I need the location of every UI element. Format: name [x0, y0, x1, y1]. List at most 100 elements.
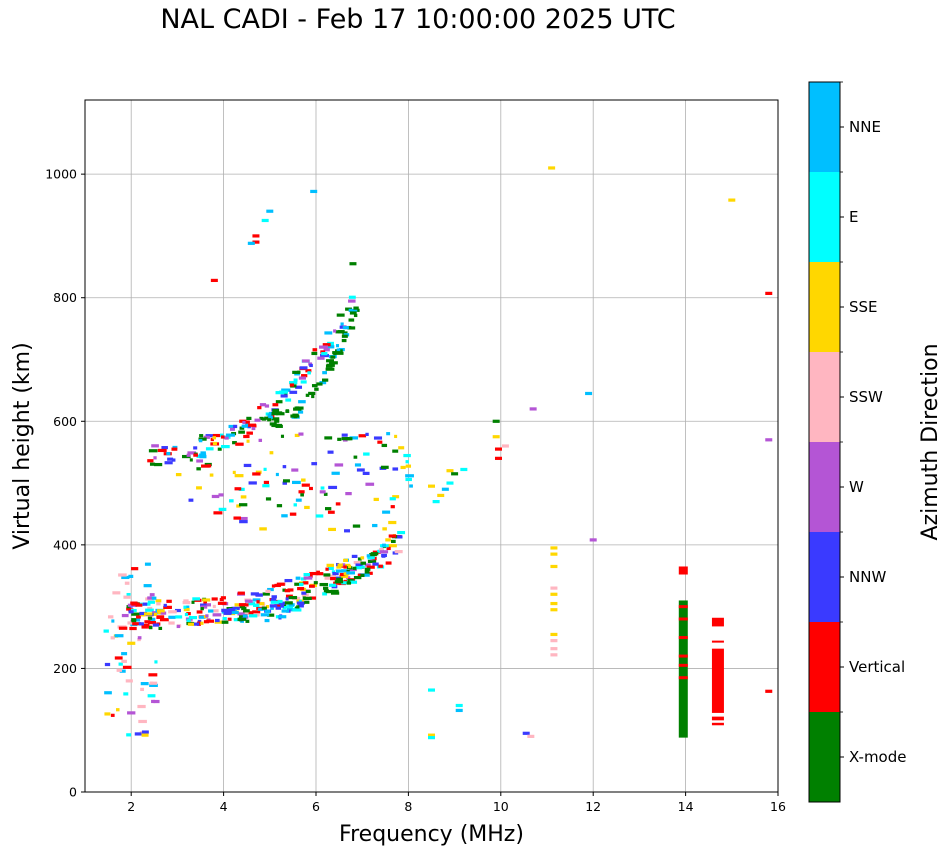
data-point	[298, 490, 305, 494]
data-point	[548, 166, 556, 170]
data-point	[389, 497, 396, 501]
data-point	[337, 563, 343, 567]
data-point	[455, 703, 463, 708]
data-point	[281, 514, 288, 518]
data-point	[336, 344, 340, 348]
data-point	[205, 614, 209, 618]
data-point	[264, 609, 271, 613]
data-point	[118, 662, 123, 666]
data-point	[156, 615, 164, 619]
data-point	[307, 371, 311, 375]
data-point	[153, 699, 160, 704]
data-point	[299, 582, 304, 587]
data-point	[349, 262, 357, 266]
data-point	[355, 308, 360, 312]
data-point	[252, 472, 261, 476]
data-point	[270, 606, 274, 610]
data-point	[298, 376, 307, 380]
data-point	[276, 504, 283, 508]
data-point	[325, 367, 335, 371]
data-point	[275, 412, 285, 416]
data-point	[373, 436, 383, 440]
data-point	[257, 406, 262, 410]
data-point	[292, 370, 300, 374]
data-point	[379, 548, 384, 552]
data-point	[136, 615, 141, 619]
data-point	[186, 605, 190, 609]
data-point	[134, 732, 142, 736]
data-point	[198, 615, 206, 619]
data-point	[271, 595, 277, 599]
data-point	[200, 607, 204, 611]
data-point	[269, 604, 278, 608]
data-point	[382, 510, 391, 514]
data-point	[164, 461, 173, 465]
data-point	[126, 592, 131, 597]
data-point	[269, 451, 274, 455]
data-point	[311, 462, 318, 466]
y-axis-label: Virtual height (km)	[10, 342, 35, 549]
data-point	[236, 504, 241, 508]
data-point	[289, 603, 295, 607]
data-point	[341, 433, 348, 437]
data-point	[222, 617, 227, 621]
data-point	[243, 463, 252, 468]
data-point	[267, 418, 272, 422]
data-point	[240, 495, 247, 499]
data-point	[188, 615, 198, 620]
data-point	[270, 598, 277, 602]
data-point	[271, 584, 276, 588]
data-point	[331, 471, 340, 475]
data-point	[112, 591, 121, 595]
data-point	[345, 492, 352, 496]
data-point	[323, 492, 328, 496]
data-point	[123, 692, 129, 696]
data-point	[140, 682, 149, 686]
data-point	[167, 457, 174, 461]
data-point	[388, 534, 397, 538]
data-point	[187, 622, 194, 626]
data-point	[460, 467, 468, 472]
data-point	[237, 612, 246, 616]
data-point	[211, 597, 218, 601]
data-point	[286, 605, 293, 609]
data-point	[328, 527, 336, 532]
data-point	[238, 430, 245, 434]
data-point	[352, 524, 361, 528]
data-point	[148, 620, 157, 625]
data-point	[151, 596, 157, 600]
data-point	[229, 499, 234, 503]
data-point	[246, 439, 250, 443]
data-point	[219, 433, 224, 437]
data-point	[208, 609, 214, 613]
colorbar: X-mode Vertical NNW W SSW SSE E NNE	[808, 81, 906, 803]
data-point	[362, 471, 370, 475]
colorbar-tick-label: X-mode	[849, 748, 906, 766]
data-point	[319, 345, 328, 349]
data-point	[232, 470, 236, 475]
data-point	[392, 449, 399, 453]
data-point	[252, 234, 260, 238]
data-point	[163, 605, 172, 609]
data-point	[529, 407, 537, 411]
data-point	[271, 417, 280, 421]
data-point	[274, 419, 280, 423]
data-point	[189, 458, 193, 462]
data-point	[224, 436, 229, 440]
data-point	[235, 442, 244, 446]
data-point	[343, 565, 347, 569]
data-point	[428, 484, 435, 488]
data-point	[205, 447, 214, 451]
data-point	[309, 363, 313, 368]
data-point	[142, 602, 148, 606]
data-point	[166, 599, 172, 603]
data-column-stripe	[678, 636, 688, 640]
data-column-stripe	[678, 663, 688, 667]
data-point	[104, 662, 111, 667]
data-point	[315, 514, 324, 518]
data-point	[353, 560, 362, 565]
data-point	[248, 602, 256, 606]
data-point	[348, 299, 356, 303]
data-point	[550, 639, 558, 643]
data-point	[265, 589, 271, 593]
